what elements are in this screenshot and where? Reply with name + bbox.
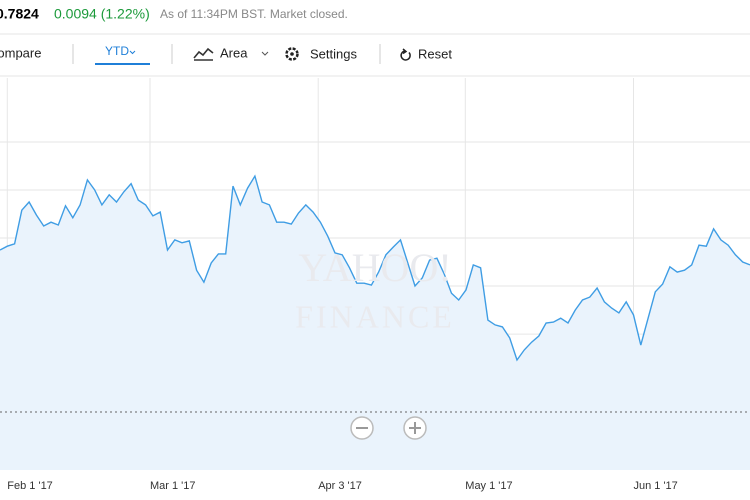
area-fill [0,176,750,470]
x-tick-label: Mar 1 '17 [150,480,196,492]
price-change: 0.0094 (1.22%) [54,6,150,22]
area-icon [193,47,214,61]
settings-button[interactable]: Settings [310,46,357,61]
plot: Feb 1 '17 Mar 1 '17 Apr 3 '17 May 1 '17 Jun … [0,78,750,492]
gear-icon [290,52,294,56]
reset-button[interactable]: Reset [418,46,452,61]
chevron [261,51,269,56]
price: 0.7824 [0,6,39,22]
market-status: As of 11:34PM BST. Market closed. [160,7,348,21]
range-button[interactable]: YTD [105,44,129,58]
compare-button[interactable]: Compare [0,45,41,60]
x-tick-label: Apr 3 '17 [318,480,362,492]
x-tick-label: Feb 1 '17 [7,480,53,492]
reset-icon [400,50,411,61]
chevron [129,50,136,55]
chart-type-button[interactable]: Area [220,45,248,60]
gear-icon [285,47,299,61]
reset-icon [402,48,408,55]
watermark: FINANCE [295,298,455,334]
zoom-in-icon [409,422,421,434]
watermark: YAHOO! [298,245,451,290]
x-tick-label: May 1 '17 [465,480,512,492]
x-tick-label: Jun 1 '17 [633,480,677,492]
price-line [0,174,750,362]
